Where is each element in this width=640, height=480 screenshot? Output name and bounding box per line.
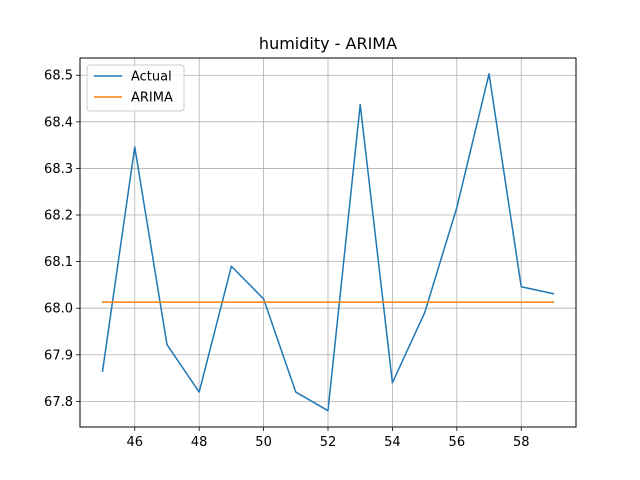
- legend: Actual ARIMA: [86, 64, 185, 112]
- y-tick-label-67.8: 67.8: [44, 395, 73, 410]
- y-tick-label-68.0: 68.0: [44, 302, 73, 317]
- legend-label-arima: ARIMA: [131, 91, 173, 106]
- legend-label-actual: Actual: [131, 70, 172, 85]
- y-tick-label-68.3: 68.3: [44, 162, 73, 177]
- x-tick-label-52: 52: [320, 435, 337, 450]
- chart-title: humidity - ARIMA: [259, 34, 397, 53]
- x-tick-label-48: 48: [191, 435, 208, 450]
- y-tick-label-67.9: 67.9: [44, 348, 73, 363]
- grid-lines: [80, 58, 576, 427]
- y-tick-label-68.5: 68.5: [44, 69, 73, 84]
- y-tick-label-68.1: 68.1: [44, 255, 73, 270]
- x-tick-label-56: 56: [449, 435, 466, 450]
- series-layer: [101, 73, 555, 412]
- x-tick-label-54: 54: [384, 435, 401, 450]
- x-tick-label-58: 58: [513, 435, 530, 450]
- series-line-actual: [101, 73, 555, 412]
- y-tick-label-68.2: 68.2: [44, 209, 73, 224]
- x-tick-label-50: 50: [255, 435, 272, 450]
- axis-ticks: 46 48 50 52 54 56 58 67.8 67.9 68.0 68.1 68.2 68.3 68…: [44, 69, 529, 450]
- x-tick-label-46: 46: [126, 435, 143, 450]
- y-tick-label-68.4: 68.4: [44, 115, 73, 130]
